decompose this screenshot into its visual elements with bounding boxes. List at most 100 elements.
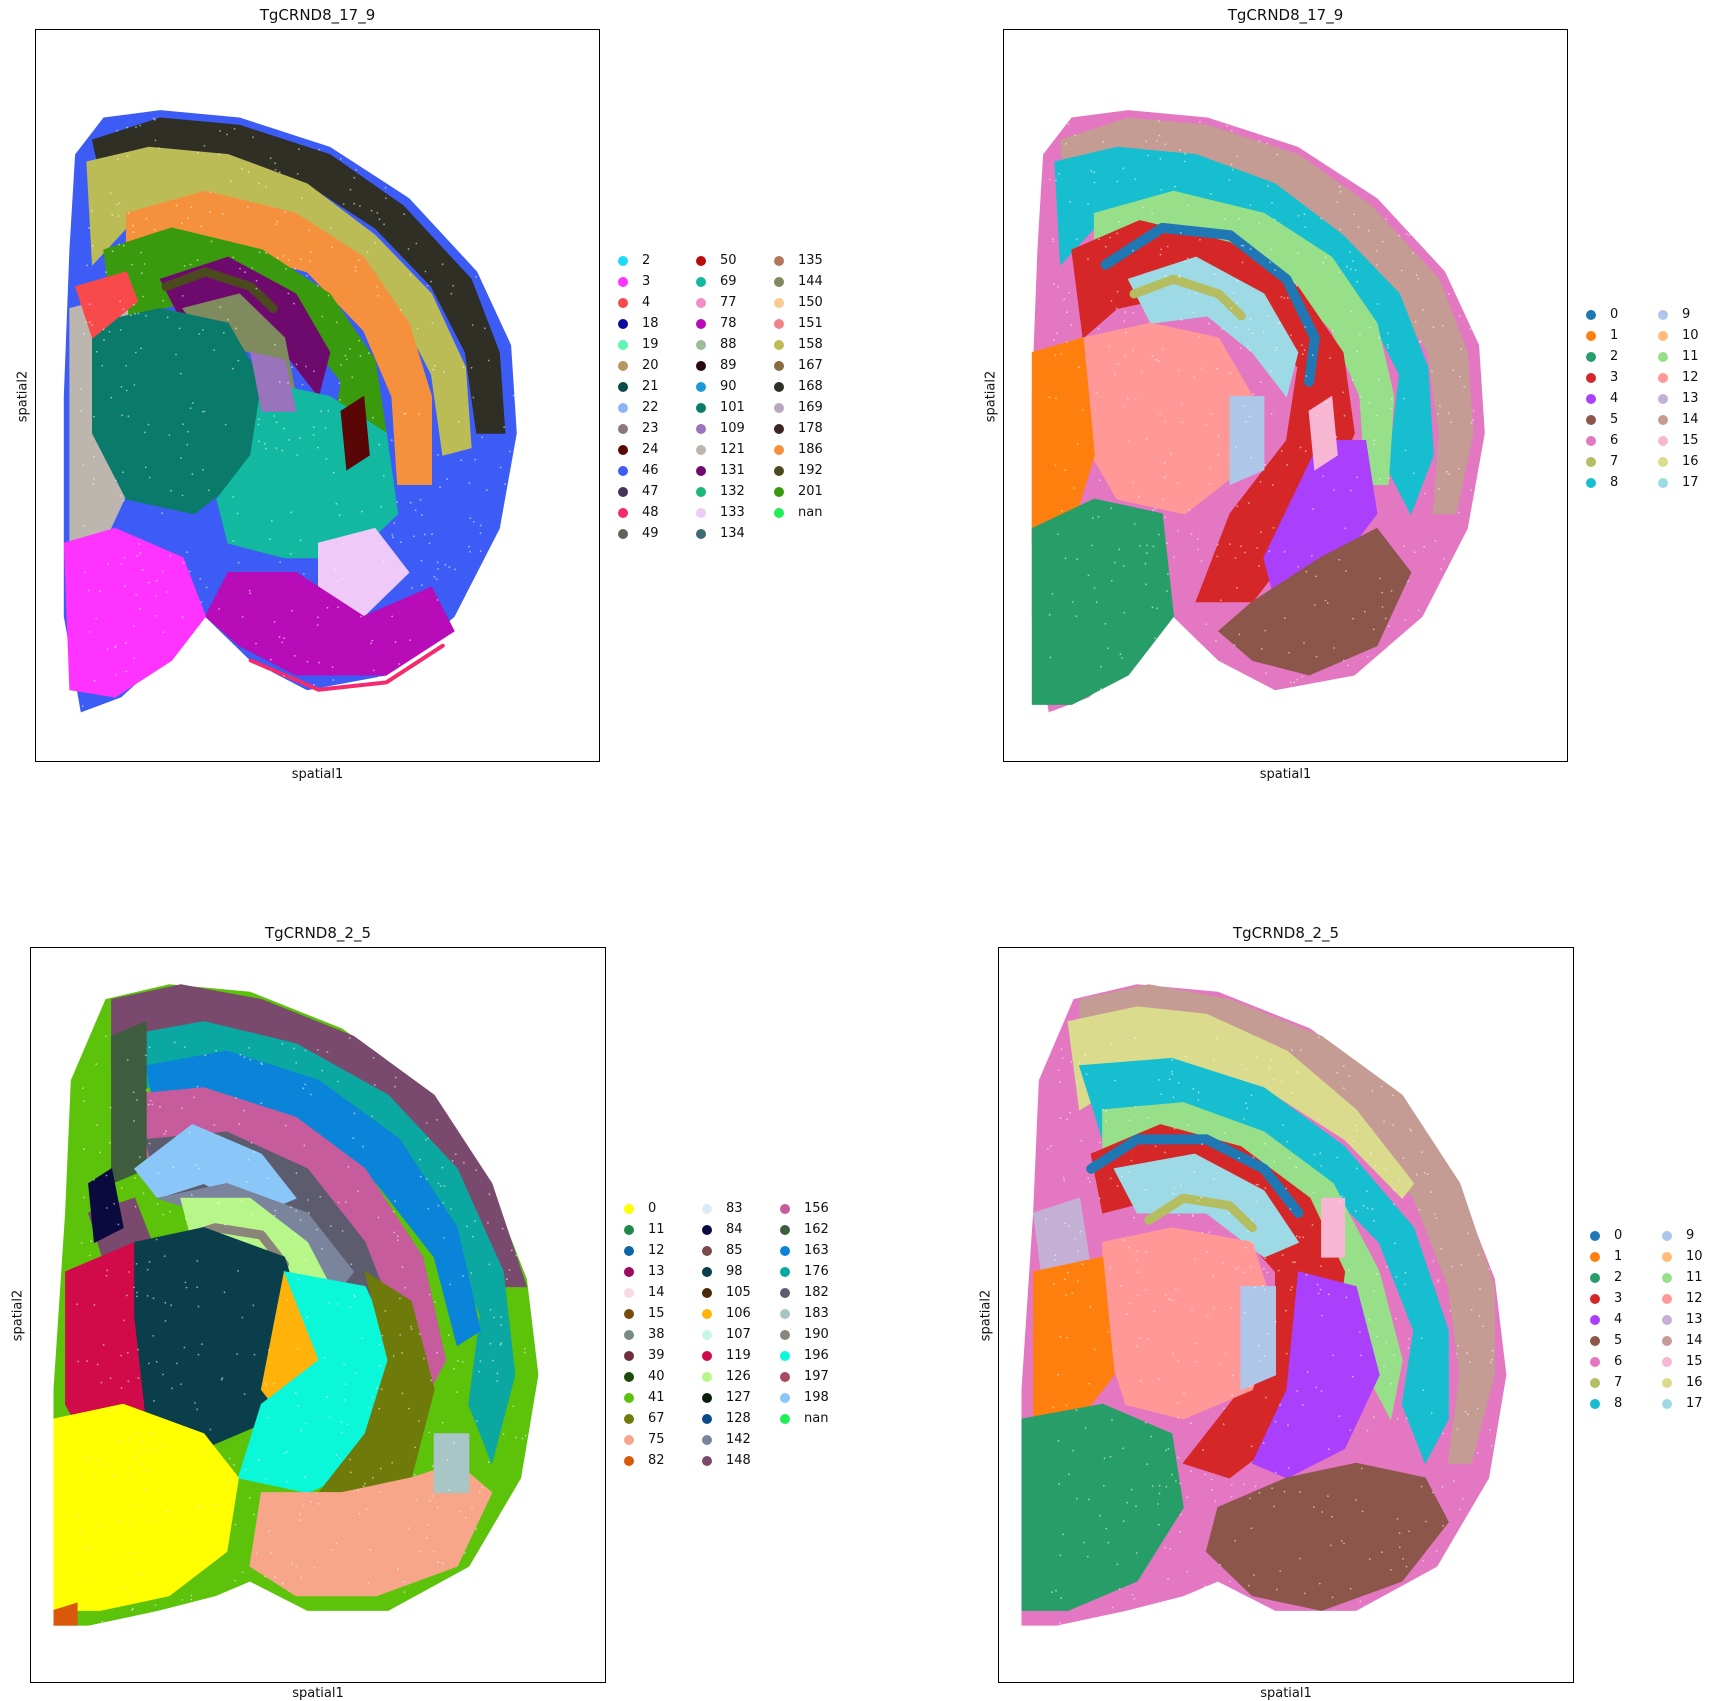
legend: 0 1 2 3 4 5 6 7 8 9 10 11 12 13 14 15 16 17 [1586,304,1723,493]
legend-label: 156 [804,1201,829,1216]
legend-label: 15 [1686,1354,1703,1369]
cluster-region-0 [1086,1134,1304,1218]
legend-marker [1586,309,1596,320]
legend-marker [696,402,706,413]
legend-marker [774,465,784,476]
legend-item: 197 [780,1366,858,1387]
legend-marker [1590,1272,1600,1283]
legend-label: 133 [720,505,745,520]
legend-item: 156 [780,1198,858,1219]
legend-item: 14 [624,1282,702,1303]
cluster-region-4 [74,271,139,339]
legend-label: 178 [798,421,823,436]
legend-item: 9 [1658,304,1723,325]
legend-marker [1662,1272,1672,1283]
legend-item: 201 [774,481,852,502]
legend-marker [1590,1314,1600,1325]
cluster-region-2 [1031,498,1175,705]
cell-speckles [1048,117,1491,719]
legend-item: 13 [1662,1309,1723,1330]
cluster-region-0 [1100,222,1320,387]
legend-label: 11 [1686,1270,1703,1285]
legend-label: 5 [1610,412,1619,427]
legend-label: 15 [1682,433,1699,448]
legend-item: 107 [702,1324,780,1345]
cluster-region-24 [340,395,370,471]
legend-item: 12 [1662,1288,1723,1309]
legend-label: 8 [1610,475,1619,490]
legend-marker [1658,330,1668,341]
legend-item: 69 [696,271,774,292]
legend-marker [624,1266,634,1277]
legend-marker [774,423,784,434]
legend-item: 83 [702,1198,780,1219]
legend-item: 150 [774,292,852,313]
legend-item: 15 [624,1303,702,1324]
legend-label: 3 [1610,370,1619,385]
legend-marker [624,1287,634,1298]
legend-item: 23 [618,418,696,439]
legend-marker [1662,1293,1672,1304]
legend-item: 135 [774,250,852,271]
legend-marker [618,528,628,539]
legend-label: 0 [1610,307,1619,322]
legend-item: 18 [618,313,696,334]
legend-marker [1658,393,1668,404]
legend-marker [702,1203,712,1214]
legend-item: 133 [696,502,774,523]
legend-item: 2 [1586,346,1658,367]
legend-label: 17 [1686,1396,1703,1411]
legend-item: 3 [1586,367,1658,388]
legend-marker [702,1434,712,1445]
legend-label: 85 [726,1243,743,1258]
legend-label: 77 [720,295,737,310]
legend-label: 13 [1682,391,1699,406]
cluster-region-7 [1129,274,1246,321]
legend-label: 75 [648,1432,665,1447]
legend-marker [780,1266,790,1277]
legend-item: 196 [780,1345,858,1366]
legend-label: 190 [804,1327,829,1342]
y-axis-label: spatial2 [15,370,31,423]
x-axis-label: spatial1 [1260,1686,1312,1701]
legend-marker [1662,1335,1672,1346]
legend-marker [624,1434,634,1445]
legend-marker [618,339,628,350]
legend-item: 167 [774,355,852,376]
legend-item: 98 [702,1261,780,1282]
legend-item: 109 [696,418,774,439]
legend-label: 16 [1682,454,1699,469]
legend-marker [1590,1293,1600,1304]
legend-label: 90 [720,379,737,394]
legend-label: 21 [642,379,659,394]
legend-label: 4 [1610,391,1619,406]
legend-marker [624,1371,634,1382]
legend-marker [1586,393,1596,404]
cell-speckles [80,117,520,720]
legend-label: 198 [804,1390,829,1405]
legend-marker [618,255,628,266]
legend-label: 151 [798,316,823,331]
legend-marker [696,318,706,329]
legend-label: 1 [1614,1249,1623,1264]
legend-label: 0 [648,1201,657,1216]
legend-label: 1 [1610,328,1619,343]
legend-marker [774,360,784,371]
legend-marker [624,1224,634,1235]
legend-item: 4 [1590,1309,1662,1330]
legend-marker [1590,1230,1600,1241]
legend-marker [1590,1377,1600,1388]
legend-item: 176 [780,1261,858,1282]
legend-item: 144 [774,271,852,292]
legend-label: 20 [642,358,659,373]
legend-item: 82 [624,1450,702,1471]
legend-marker [618,360,628,371]
legend-label: 6 [1614,1354,1623,1369]
legend-label: 134 [720,526,745,541]
cluster-region-192 [161,267,278,313]
legend-marker [696,465,706,476]
legend-item: 0 [1590,1225,1662,1246]
tissue-scatter [1031,110,1491,719]
legend-item: 19 [618,334,696,355]
legend: 0 1 2 3 4 5 6 7 8 9 10 11 12 13 14 15 16 17 [1590,1225,1723,1414]
